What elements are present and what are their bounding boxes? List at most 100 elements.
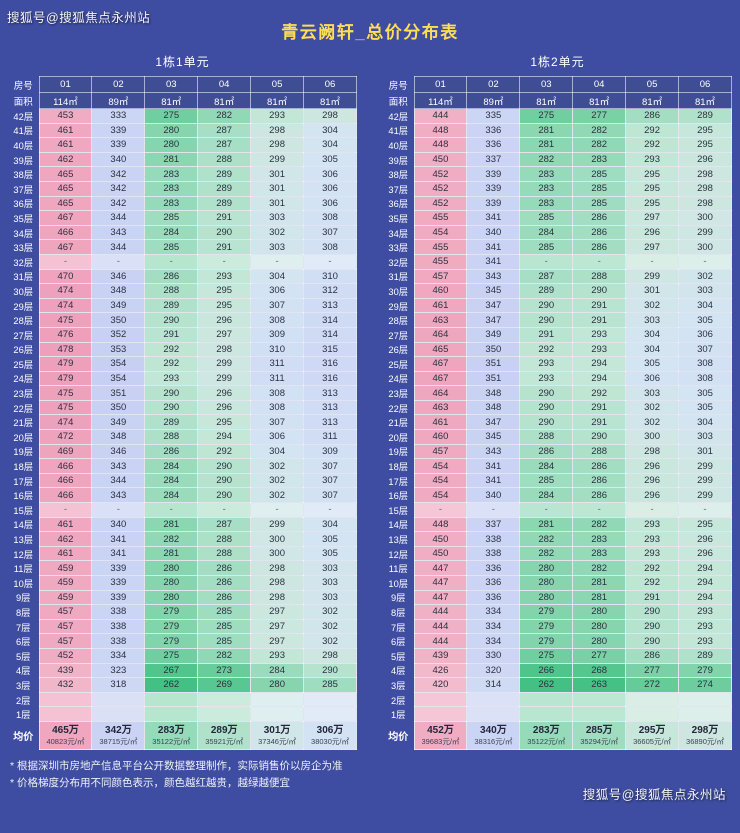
floor-label: 6层: [16, 637, 31, 648]
floor-label: 8层: [16, 607, 31, 618]
floor-label: 25层: [13, 359, 34, 370]
table-row: 30层 460 345 289 290 301 303: [383, 283, 732, 299]
price-cell: 420: [413, 677, 468, 693]
price-cell: 338: [91, 618, 146, 635]
table-row: 6层 457 338 279 285 297 302: [8, 633, 357, 649]
price-cell: 478: [38, 341, 93, 358]
floor-label: 7层: [16, 622, 31, 633]
price-cell: 293: [519, 370, 574, 387]
price-cell: 290: [144, 385, 199, 401]
avg-price-cell: 465万 40823元/㎡: [38, 720, 93, 750]
price-cell: 302: [250, 487, 305, 504]
table-row: 5层 439 330 275 277 286 289: [383, 647, 732, 664]
price-cell: 439: [413, 647, 468, 664]
price-cell: 467: [413, 356, 468, 372]
table-row: 29层 474 349 289 295 307 313: [8, 297, 357, 314]
area-header: 81㎡: [250, 92, 305, 109]
floor-label: 40层: [388, 140, 409, 151]
avg-unit-price: 36890元/㎡: [686, 736, 724, 746]
avg-price-value: 289万: [210, 724, 238, 736]
price-cell: 439: [38, 662, 93, 679]
price-cell: 284: [144, 458, 199, 474]
price-cell: 354: [91, 370, 146, 387]
table-row: 32层 455 341- - - -: [383, 253, 732, 270]
price-cell: 455: [413, 239, 468, 255]
price-cell: 291: [572, 312, 627, 328]
price-cell: 292: [625, 122, 680, 139]
table-row: 23层 464 348 290 292 303 305: [383, 385, 732, 401]
price-cell: 475: [38, 385, 93, 401]
price-cell: 345: [466, 283, 521, 299]
price-cell: 281: [144, 151, 199, 168]
price-cell: 282: [572, 560, 627, 576]
price-cell: 294: [197, 429, 252, 445]
price-cell: 457: [38, 604, 93, 620]
price-cell: -: [91, 253, 146, 270]
price-cell: 343: [466, 443, 521, 460]
price-cell: 351: [466, 356, 521, 372]
price-cell: 476: [38, 326, 93, 343]
price-cell: 286: [625, 108, 680, 124]
table-row: 3层 432 318 262 269 280 285: [8, 677, 357, 693]
price-cell: 299: [625, 268, 680, 285]
floor-label: 17层: [388, 476, 409, 487]
table-row: 26层 465 350 292 293 304 307: [383, 341, 732, 358]
price-cell: -: [250, 502, 305, 518]
price-cell: 267: [144, 662, 199, 679]
avg-price-value: 301万: [263, 724, 291, 736]
price-cell: 285: [303, 677, 357, 693]
avg-label: 均价: [13, 731, 34, 743]
table-row: 33层 455 341 285 286 297 300: [383, 239, 732, 255]
price-cell: 295: [625, 195, 680, 212]
floor-label: 2层: [391, 695, 406, 706]
price-cell: 307: [678, 341, 732, 358]
price-cell: 303: [625, 312, 680, 328]
price-cell: 452: [38, 647, 93, 664]
avg-price-cell: 342万 38715元/㎡: [91, 720, 146, 750]
price-cell: 284: [144, 487, 199, 504]
price-cell: 314: [303, 326, 357, 343]
price-cell: 308: [303, 210, 357, 226]
table-row: 7层 457 338 279 285 297 302: [8, 618, 357, 635]
price-cell: 298: [303, 647, 357, 664]
price-cell: 283: [144, 195, 199, 212]
room-number-header: 02: [91, 76, 146, 93]
floor-label: 29层: [388, 301, 409, 312]
floor-label: 20层: [388, 432, 409, 443]
room-label: 房号: [388, 80, 408, 92]
price-cell: 454: [413, 224, 468, 241]
price-cell: 290: [197, 458, 252, 474]
price-cell: 283: [572, 545, 627, 562]
price-cell: 310: [250, 341, 305, 358]
table-row: 1层: [383, 706, 732, 722]
table-row: 7层 444 334 279 280 290 293: [383, 618, 732, 635]
price-cell: 289: [678, 108, 732, 124]
price-cell: 282: [572, 137, 627, 153]
price-table: 房号 01 02 03 04 05 06 面积 114㎡ 89㎡ 81㎡ 81㎡ 81㎡ 81㎡ 42层 45…: [8, 76, 357, 750]
price-cell: 283: [572, 151, 627, 168]
price-cell: 292: [572, 385, 627, 401]
price-cell: 333: [91, 108, 146, 124]
price-cell: 286: [572, 210, 627, 226]
floor-label: 25层: [388, 359, 409, 370]
price-cell: 308: [250, 399, 305, 416]
price-cell: 308: [303, 239, 357, 255]
price-cell: 269: [197, 677, 252, 693]
price-cell: 300: [250, 531, 305, 547]
price-cell: 349: [466, 326, 521, 343]
price-cell: 280: [572, 633, 627, 649]
price-cell: 307: [303, 458, 357, 474]
floor-label: 1层: [16, 710, 31, 721]
area-label: 面积: [13, 96, 33, 108]
price-cell: 461: [38, 516, 93, 533]
price-cell: 296: [678, 545, 732, 562]
price-cell: 295: [678, 516, 732, 533]
price-cell: 341: [466, 239, 521, 255]
price-cell: 291: [572, 399, 627, 416]
price-cell: 305: [625, 356, 680, 372]
floor-label: 9层: [391, 593, 406, 604]
price-cell: 280: [144, 122, 199, 139]
avg-label: 均价: [388, 731, 409, 743]
price-cell: -: [38, 253, 93, 270]
table-row: 14层 461 340 281 287 299 304: [8, 516, 357, 533]
